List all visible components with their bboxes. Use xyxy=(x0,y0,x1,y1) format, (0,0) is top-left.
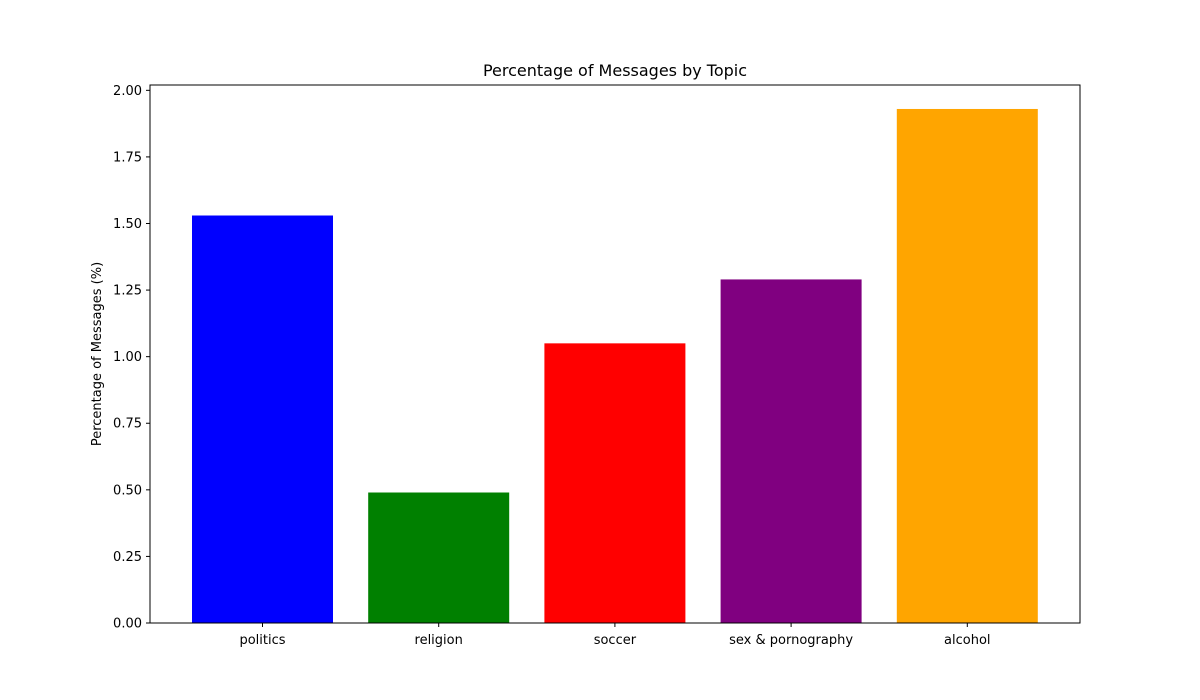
x-axis-ticks: politics religion soccer sex & pornography a… xyxy=(239,623,991,648)
x-tick-label: alcohol xyxy=(944,633,990,648)
y-tick-label: 0.50 xyxy=(113,483,142,498)
plot-frame xyxy=(149,84,1081,624)
y-tick-label: 0.00 xyxy=(113,617,142,632)
bar-alcohol xyxy=(896,108,1038,624)
bars-group xyxy=(192,108,1038,624)
x-tick-label: politics xyxy=(239,633,285,648)
x-tick-label: sex & pornography xyxy=(729,633,853,648)
y-tick-label: 0.25 xyxy=(113,550,142,565)
y-tick-label: 1.00 xyxy=(113,350,142,365)
chart-title: Percentage of Messages by Topic xyxy=(483,61,747,80)
bar-religion xyxy=(368,492,510,623)
y-tick-label: 0.75 xyxy=(113,417,142,432)
y-axis-ticks: 0.00 0.25 0.50 0.75 1.00 1.25 1.50 1.75 2.00 xyxy=(113,84,150,632)
y-tick-label: 1.25 xyxy=(113,284,142,299)
bar-politics xyxy=(192,215,333,623)
y-tick-label: 1.50 xyxy=(113,217,142,232)
y-axis-label: Percentage of Messages (%) xyxy=(90,262,105,446)
y-tick-label: 1.75 xyxy=(113,150,142,165)
x-tick-label: soccer xyxy=(594,633,637,648)
bar-soccer xyxy=(544,343,686,623)
y-tick-label: 2.00 xyxy=(113,84,142,99)
x-tick-label: religion xyxy=(415,633,463,648)
bar-sex-pornography xyxy=(720,279,862,623)
